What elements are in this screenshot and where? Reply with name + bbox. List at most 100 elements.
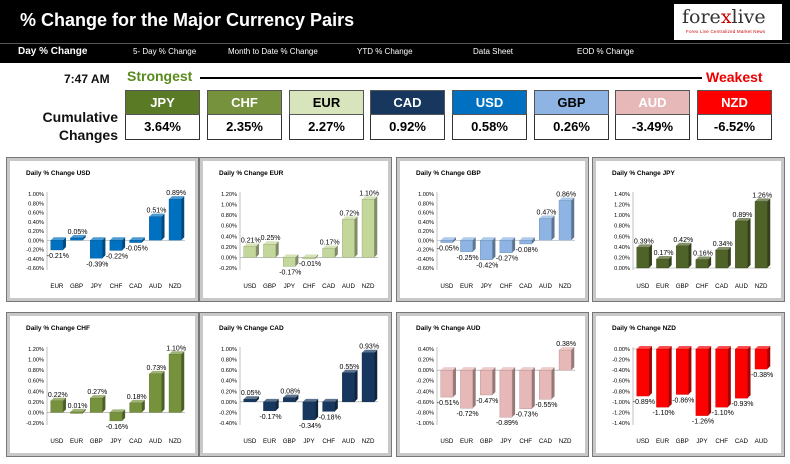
data-label: 0.73% — [146, 365, 166, 372]
data-label: 1.26% — [752, 192, 772, 199]
bar-top — [695, 346, 712, 349]
y-tick-label: -0.20% — [416, 379, 434, 385]
bar-gbp — [70, 234, 86, 241]
bar-top — [539, 215, 555, 219]
tab-data-sheet[interactable]: Data Sheet — [473, 47, 514, 56]
bar-top — [460, 237, 476, 241]
y-tick-label: 1.00% — [614, 213, 630, 219]
bar-side — [122, 237, 126, 251]
bar-side — [161, 370, 165, 413]
data-label: -0.18% — [319, 414, 341, 421]
bar-usd — [50, 397, 66, 413]
bar-top — [243, 243, 259, 247]
tab-ytd-change[interactable]: YTD % Change — [357, 47, 413, 56]
bar-top — [263, 241, 279, 245]
data-label: 0.86% — [556, 191, 576, 198]
bar-top — [715, 346, 731, 349]
y-tick-label: -0.80% — [416, 410, 434, 416]
chart-cad: 1.00% 0.80% 0.60% 0.40% 0.20% 0.00% -0.20% -0.4… — [219, 344, 379, 445]
y-tick-label: 0.60% — [418, 211, 434, 217]
bar-side — [767, 346, 771, 370]
bar-top — [90, 395, 106, 399]
x-tick-label: NZD — [755, 283, 768, 290]
y-tick-label: -1.00% — [416, 421, 434, 427]
data-label: -0.38% — [751, 372, 773, 379]
chart-panel-chf: Daily % Change CHF 1.20% 1.00% 0.80% 0.60% 0.… — [6, 312, 199, 457]
y-tick-label: 0.80% — [221, 213, 237, 219]
forexlive-logo[interactable]: forexlive Forex Live Centralized Market … — [674, 4, 782, 40]
bar-side — [747, 217, 751, 268]
x-tick-label: CAD — [715, 283, 729, 290]
bar-side — [315, 254, 319, 259]
y-tick-label: 0.40% — [418, 347, 434, 353]
bar-side — [472, 237, 476, 252]
data-label: -0.93% — [731, 401, 753, 408]
y-tick-label: 0.00% — [28, 238, 44, 244]
y-tick-label: 0.60% — [221, 224, 237, 230]
bar-top — [149, 213, 165, 217]
y-tick-label: 1.00% — [28, 192, 44, 198]
bar-top — [149, 370, 165, 374]
data-label: 0.42% — [673, 237, 693, 244]
cumulative-value: -6.52% — [697, 115, 772, 140]
logo-text-x: x — [720, 6, 732, 28]
cumulative-value: 0.92% — [370, 115, 445, 140]
x-tick-label: EUR — [656, 283, 670, 290]
bar-front — [50, 400, 64, 413]
bar-top — [90, 237, 106, 241]
tab-month-to-date-change[interactable]: Month to Date % Change — [228, 47, 318, 56]
bar-top — [460, 367, 476, 371]
bar-front — [539, 218, 552, 241]
bar-front — [50, 240, 64, 251]
x-tick-label: JPY — [91, 283, 102, 290]
x-tick-label: CAD — [519, 283, 533, 290]
bar-side — [334, 398, 338, 412]
bar-gbp — [675, 242, 692, 269]
bar-front — [558, 349, 572, 371]
bar-top — [480, 237, 496, 241]
x-tick-label: CHF — [322, 438, 335, 445]
data-label: -0.55% — [535, 402, 557, 409]
currency-header: AUD — [615, 90, 690, 115]
y-tick-label: -0.40% — [219, 421, 237, 427]
bar-front — [735, 220, 748, 269]
chart-title: Daily % Change NZD — [612, 325, 676, 332]
x-tick-label: AUD — [149, 283, 163, 290]
y-tick-label: 0.60% — [28, 379, 44, 385]
currency-header: CAD — [370, 90, 445, 115]
bar-eur — [656, 256, 672, 269]
y-tick-label: 0.20% — [221, 245, 237, 251]
tab-eod-change[interactable]: EOD % Change — [577, 47, 634, 56]
data-label: -1.26% — [692, 419, 714, 426]
x-tick-label: USD — [636, 438, 650, 445]
bar-top — [362, 349, 378, 353]
bar-front — [70, 411, 83, 414]
x-tick-label: NZD — [169, 438, 182, 445]
bar-top — [302, 398, 319, 402]
cumulative-value: -3.49% — [615, 115, 690, 140]
tab-5-day-change[interactable]: 5- Day % Change — [133, 47, 197, 56]
y-tick-label: 1.00% — [221, 203, 237, 209]
bar-front — [263, 244, 276, 258]
tab-day-change[interactable]: Day % Change — [18, 46, 88, 57]
data-label: 0.25% — [261, 235, 281, 242]
bar-side — [141, 399, 145, 413]
bar-nzd — [168, 196, 185, 241]
bar-nzd — [168, 351, 185, 413]
bar-front — [558, 200, 572, 241]
y-tick-label: 0.20% — [418, 229, 434, 235]
bar-top — [715, 247, 731, 251]
bar-top — [440, 367, 456, 371]
bar-top — [695, 256, 712, 260]
chart-panel-eur: Daily % Change EUR 1.20% 1.00% 0.80% 0.60% 0.… — [199, 157, 392, 302]
bar-side — [472, 367, 476, 409]
bar-top — [499, 237, 516, 241]
y-tick-label: -0.40% — [26, 257, 44, 263]
data-label: -0.89% — [496, 420, 518, 427]
bar-top — [322, 245, 338, 249]
bar-usd — [243, 396, 259, 403]
chart-aud: 0.40%0.20%0.00%-0.20%-0.40%-0.60%-0.80%-… — [416, 341, 576, 445]
bar-side — [492, 367, 496, 395]
y-tick-label: -0.20% — [219, 266, 237, 272]
bar-side — [452, 367, 456, 398]
